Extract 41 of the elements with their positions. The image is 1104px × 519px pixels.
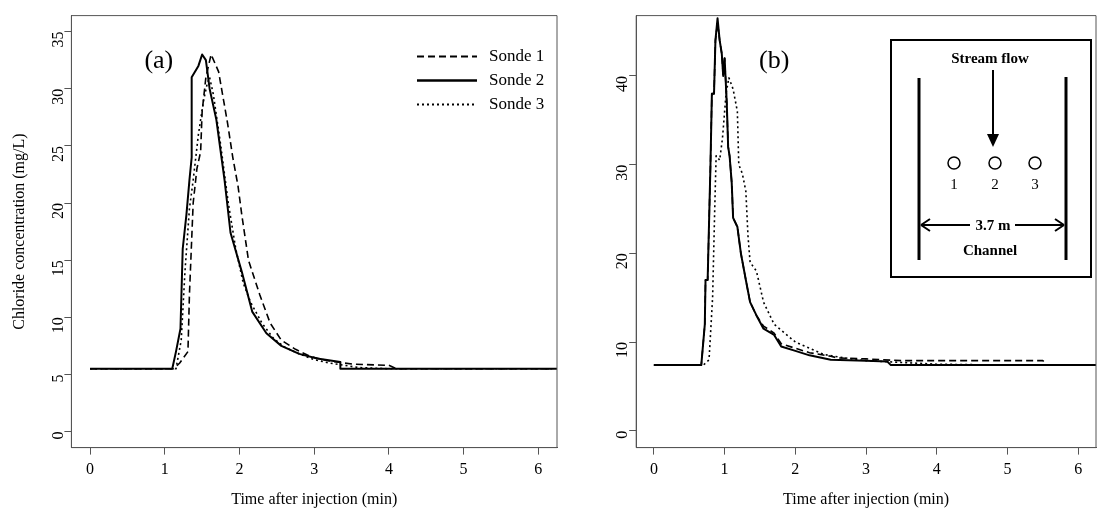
y-tick-label: 35: [48, 31, 66, 48]
annotation: (b): [758, 45, 790, 75]
y-tick-label: 25: [48, 145, 66, 162]
y-tick-label: 15: [48, 260, 66, 277]
y-tick-label: 0: [48, 431, 66, 440]
annotation: Stream flow: [951, 49, 1029, 66]
legend-label: Sonde 1: [489, 46, 545, 66]
y-tick-label: 30: [48, 88, 66, 105]
x-tick-label: 3: [862, 460, 871, 478]
annotation: 2: [991, 175, 999, 192]
y-tick-label: 40: [613, 75, 631, 92]
x-tick-label: 0: [649, 460, 658, 478]
annotation: 3.7 m: [975, 216, 1011, 233]
y-tick-label: 20: [613, 253, 631, 270]
x-tick-label: 4: [932, 460, 941, 478]
legend-label: Sonde 3: [489, 94, 545, 114]
x-tick-label: 1: [160, 460, 169, 478]
y-axis-title: Chloride concentration (mg/L): [9, 133, 28, 330]
y-tick-label: 10: [48, 317, 66, 334]
legend-label: Sonde 2: [489, 70, 545, 90]
y-tick-label: 5: [48, 374, 66, 383]
x-tick-label: 5: [1003, 460, 1012, 478]
x-axis-title: Time after injection (min): [783, 489, 950, 508]
annotation: Channel: [962, 241, 1018, 258]
x-tick-label: 6: [534, 460, 543, 478]
x-tick-label: 2: [235, 460, 244, 478]
y-tick-label: 10: [613, 342, 631, 359]
y-tick-label: 20: [48, 203, 66, 220]
x-tick-label: 2: [791, 460, 800, 478]
x-tick-label: 5: [459, 460, 468, 478]
x-tick-label: 0: [86, 460, 95, 478]
x-axis-title: Time after injection (min): [231, 489, 398, 508]
x-tick-label: 6: [1074, 460, 1083, 478]
annotation: 1: [950, 175, 958, 192]
annotation: (a): [144, 45, 174, 75]
y-tick-label: 0: [613, 430, 631, 439]
x-tick-label: 4: [384, 460, 393, 478]
x-tick-label: 3: [310, 460, 319, 478]
annotation: 3: [1031, 175, 1039, 192]
y-tick-label: 30: [613, 164, 631, 181]
x-tick-label: 1: [720, 460, 729, 478]
